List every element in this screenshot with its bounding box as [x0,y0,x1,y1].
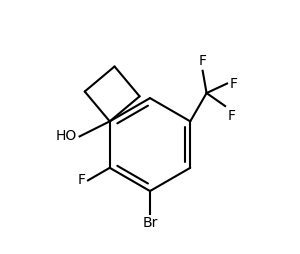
Text: F: F [77,173,86,187]
Text: F: F [230,76,238,90]
Text: F: F [228,108,236,122]
Text: Br: Br [142,216,158,230]
Text: HO: HO [56,130,77,144]
Text: F: F [199,54,207,68]
